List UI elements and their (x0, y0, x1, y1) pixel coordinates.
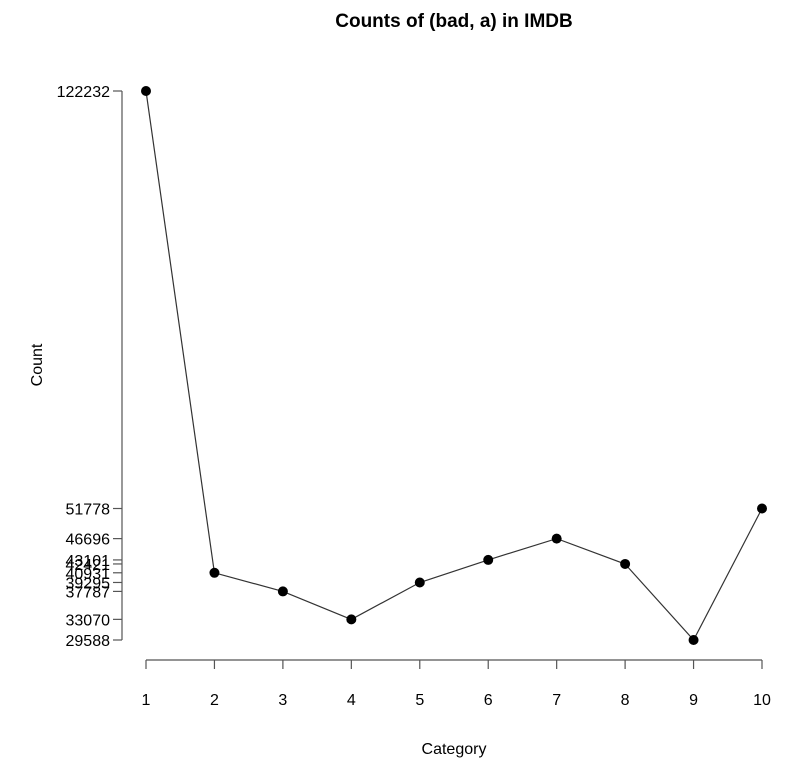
data-point (346, 614, 357, 625)
x-tick-label: 4 (347, 692, 356, 709)
data-point (688, 635, 699, 645)
x-tick-label: 9 (689, 692, 698, 709)
y-tick-label: 43101 (66, 553, 111, 570)
data-point (414, 577, 425, 588)
y-tick-label: 51778 (66, 502, 111, 519)
y-axis-label: Count (29, 343, 46, 386)
y-tick-label: 39295 (66, 575, 111, 592)
y-tick-label: 46696 (66, 532, 111, 549)
data-point (277, 586, 288, 597)
x-tick-label: 3 (278, 692, 287, 709)
data-point (483, 554, 494, 565)
x-tick-label: 5 (415, 692, 424, 709)
data-point (551, 533, 562, 544)
y-tick-label: 37787 (66, 584, 111, 601)
data-point (209, 567, 220, 578)
y-tick-label: 40931 (66, 566, 111, 583)
x-tick-label: 1 (142, 692, 151, 709)
x-axis: 1 2 3 4 5 6 7 8 9 10 (142, 659, 771, 709)
data-point (141, 86, 151, 96)
y-tick-label: 122232 (57, 84, 110, 101)
y-tick-label: 29588 (66, 633, 111, 650)
x-tick-label: 7 (552, 692, 561, 709)
y-tick-label: 42421 (66, 557, 111, 574)
series-group (141, 86, 767, 645)
x-tick-label: 8 (621, 692, 630, 709)
x-tick-label: 6 (484, 692, 493, 709)
x-axis-label: Category (422, 741, 487, 758)
x-tick-label: 2 (210, 692, 219, 709)
data-point (620, 558, 631, 569)
x-tick-label: 10 (753, 692, 771, 709)
series-line (145, 90, 763, 642)
y-tick-label: 33070 (66, 612, 111, 629)
chart-title: Counts of (bad, a) in IMDB (335, 11, 572, 32)
data-point (757, 503, 767, 514)
